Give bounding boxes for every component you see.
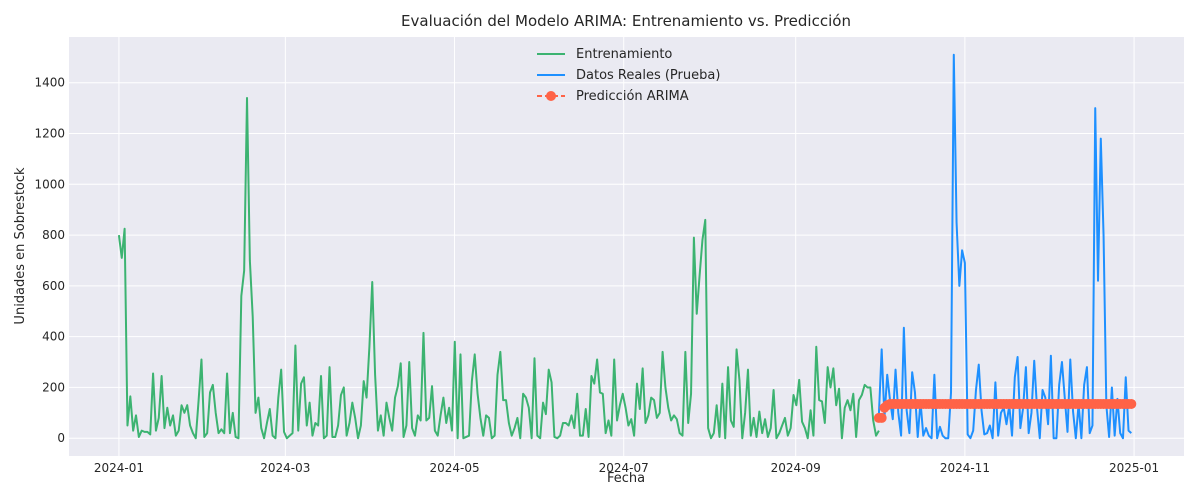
x-tick-label: 2025-01 (1109, 461, 1159, 475)
x-tick-label: 2024-11 (940, 461, 990, 475)
legend-label-datos-reales: Datos Reales (Prueba) (576, 68, 720, 83)
chart-title: Evaluación del Modelo ARIMA: Entrenamien… (401, 12, 851, 30)
y-tick-label: 1200 (34, 126, 65, 140)
series-layer (117, 53, 1137, 440)
data-point (876, 412, 887, 423)
y-tick-label: 600 (42, 279, 65, 293)
y-tick-label: 0 (57, 431, 65, 445)
tick-labels: 0 200 400 600 800 1000 1200 1400 2024-01 2024-03 2… (34, 76, 1159, 475)
legend-marker-prediccion (546, 91, 556, 101)
series-line-entrenamiento (117, 96, 880, 440)
legend: Entrenamiento Datos Reales (Prueba) Pred… (537, 47, 720, 104)
y-tick-label: 1400 (34, 76, 65, 90)
y-tick-label: 1000 (34, 177, 65, 191)
y-tick-label: 800 (42, 228, 65, 242)
y-tick-label: 200 (42, 380, 65, 394)
x-tick-label: 2024-09 (771, 461, 821, 475)
legend-label-prediccion: Predicción ARIMA (576, 89, 689, 104)
x-tick-label: 2024-07 (599, 461, 649, 475)
y-axis-title: Unidades en Sobrestock (13, 167, 28, 325)
x-axis-title: Fecha (607, 471, 645, 486)
x-tick-label: 2024-05 (429, 461, 479, 475)
series-markers-predicci-n-arima (873, 398, 1137, 423)
x-tick-label: 2024-03 (260, 461, 310, 475)
y-tick-label: 400 (42, 330, 65, 344)
legend-label-entrenamiento: Entrenamiento (576, 47, 672, 62)
grid-lines (69, 37, 1184, 456)
x-tick-label: 2024-01 (94, 461, 144, 475)
data-point (1126, 398, 1137, 409)
